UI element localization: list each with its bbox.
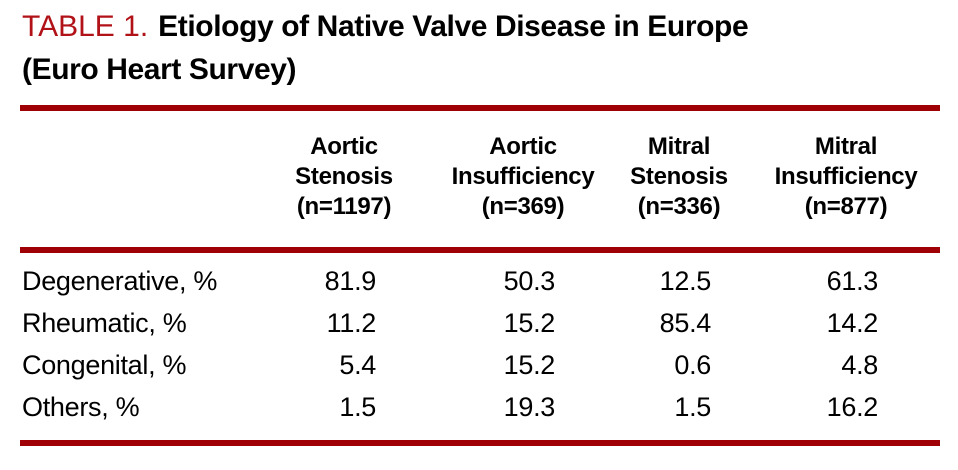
table-title-text-line2: (Euro Heart Survey) bbox=[22, 53, 297, 86]
value-cell: 50.3 bbox=[440, 250, 606, 302]
value: 61.3 bbox=[826, 266, 879, 296]
value: 12.5 bbox=[659, 266, 712, 296]
value-cell: 14.2 bbox=[752, 302, 940, 344]
column-header-n: (n=369) bbox=[481, 193, 565, 220]
column-header-aortic-stenosis: Aortic Stenosis (n=1197) bbox=[248, 108, 440, 253]
value-cell: 5.4 bbox=[248, 344, 440, 386]
row-label-header bbox=[20, 108, 248, 253]
table-row-congenital: Congenital, % 5.4 15.2 0.6 4.8 bbox=[20, 344, 940, 386]
value: 81.9 bbox=[324, 266, 377, 296]
table-row-degenerative: Degenerative, % 81.9 50.3 12.5 61.3 bbox=[20, 250, 940, 302]
value-cell: 15.2 bbox=[440, 302, 606, 344]
table-row-rheumatic: Rheumatic, % 11.2 15.2 85.4 14.2 bbox=[20, 302, 940, 344]
value-cell: 15.2 bbox=[440, 344, 606, 386]
value: 50.3 bbox=[503, 266, 556, 296]
value: 1.5 bbox=[339, 392, 376, 422]
value-cell: 4.8 bbox=[752, 344, 940, 386]
value: 4.8 bbox=[841, 350, 878, 380]
row-label: Congenital, % bbox=[22, 350, 187, 380]
value: 15.2 bbox=[503, 308, 556, 338]
column-header-line1: Aortic bbox=[310, 133, 378, 160]
value: 16.2 bbox=[826, 392, 879, 422]
value: 0.6 bbox=[674, 350, 711, 380]
column-header-line1: Mitral bbox=[814, 133, 878, 160]
column-header-n: (n=336) bbox=[637, 193, 721, 220]
table-row-others: Others, % 1.5 19.3 1.5 16.2 bbox=[20, 386, 940, 443]
value-cell: 11.2 bbox=[248, 302, 440, 344]
table-figure: TABLE 1. Etiology of Native Valve Disease… bbox=[20, 5, 958, 446]
value: 85.4 bbox=[659, 308, 712, 338]
value-cell: 61.3 bbox=[752, 250, 940, 302]
table-title: TABLE 1. Etiology of Native Valve Disease… bbox=[22, 5, 958, 91]
column-header-line2: Insufficiency bbox=[451, 163, 595, 190]
column-header-aortic-insufficiency: Aortic Insufficiency (n=369) bbox=[440, 108, 606, 253]
column-header-n: (n=877) bbox=[804, 193, 888, 220]
column-header-n: (n=1197) bbox=[296, 193, 392, 220]
value-cell: 16.2 bbox=[752, 386, 940, 443]
value: 14.2 bbox=[826, 308, 879, 338]
column-header-line1: Aortic bbox=[489, 133, 557, 160]
column-header-line2: Stenosis bbox=[295, 163, 393, 190]
row-label: Others, % bbox=[22, 392, 140, 422]
table-title-number: TABLE 1. bbox=[22, 10, 149, 43]
column-header-mitral-insufficiency: Mitral Insufficiency (n=877) bbox=[752, 108, 940, 253]
value-cell: 0.6 bbox=[606, 344, 752, 386]
row-label: Rheumatic, % bbox=[22, 308, 187, 338]
column-header-line2: Insufficiency bbox=[774, 163, 918, 190]
row-label: Degenerative, % bbox=[22, 266, 218, 296]
column-header-mitral-stenosis: Mitral Stenosis (n=336) bbox=[606, 108, 752, 253]
etiology-table: Aortic Stenosis (n=1197) Aortic Insuffic… bbox=[20, 105, 940, 446]
table-title-text-line1: Etiology of Native Valve Disease in Euro… bbox=[158, 10, 749, 43]
value: 15.2 bbox=[503, 350, 556, 380]
value-cell: 81.9 bbox=[248, 250, 440, 302]
value-cell: 85.4 bbox=[606, 302, 752, 344]
header-row: Aortic Stenosis (n=1197) Aortic Insuffic… bbox=[20, 108, 940, 253]
value: 11.2 bbox=[326, 308, 377, 338]
value-cell: 19.3 bbox=[440, 386, 606, 443]
value-cell: 12.5 bbox=[606, 250, 752, 302]
column-header-line1: Mitral bbox=[647, 133, 711, 160]
column-header-line2: Stenosis bbox=[630, 163, 728, 190]
table-body: Degenerative, % 81.9 50.3 12.5 61.3 Rheu… bbox=[20, 250, 940, 443]
value: 1.5 bbox=[674, 392, 711, 422]
value-cell: 1.5 bbox=[606, 386, 752, 443]
value-cell: 1.5 bbox=[248, 386, 440, 443]
table-header: Aortic Stenosis (n=1197) Aortic Insuffic… bbox=[20, 108, 940, 253]
value: 5.4 bbox=[339, 350, 376, 380]
value: 19.3 bbox=[503, 392, 556, 422]
